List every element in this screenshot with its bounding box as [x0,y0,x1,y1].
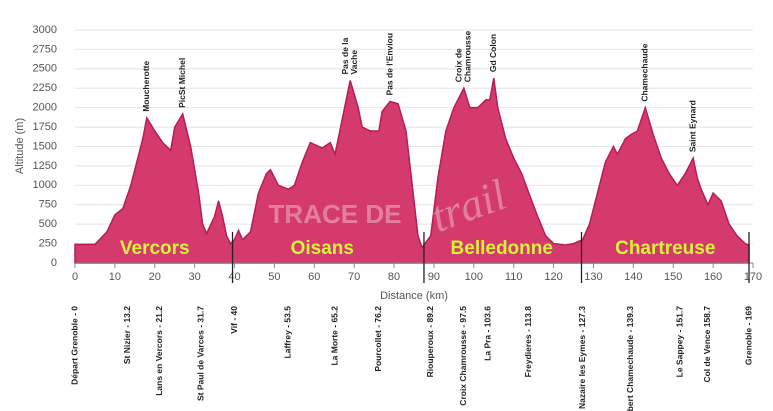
x-tick-label: 70 [348,271,360,283]
waypoint-label: Lans en Vercors - 21.2 [154,306,164,396]
y-tick-label: 2750 [33,43,57,55]
region-label: Vercors [120,238,190,259]
x-tick-label: 140 [624,271,642,283]
waypoint-label: La Morte - 65.2 [329,306,339,366]
watermark: TRACE DE [269,199,402,229]
watermark: .fr [535,190,546,204]
peak-label: Pas de l'Enviou [384,33,394,95]
x-tick-label: 0 [72,271,78,283]
x-tick-label: 10 [109,271,121,283]
peak-label: Saint Eynard [687,100,697,152]
x-tick-label: 60 [308,271,320,283]
waypoint-label: Croix Chamrousse - 97.5 [458,306,468,406]
peak-label: Gd Colon [488,34,498,72]
waypoint-label: St Nazaire les Eymes - 127.3 [577,306,587,411]
y-tick-label: 2500 [33,63,57,75]
waypoint-label: Vif - 40 [229,306,239,334]
waypoint-label: Col de Vence 158.7 [702,306,712,383]
y-tick-label: 1000 [33,179,57,191]
waypoint-label: Freydieres - 113.8 [523,306,533,378]
waypoint-label: Grenoble - 169 [743,306,753,365]
waypoint-label: St Paul de Varces - 31.7 [196,306,206,401]
y-tick-label: 0 [51,257,57,269]
waypoint-label: Hebert Chamechaude - 139.3 [625,306,635,411]
region-label: Belledonne [451,238,553,259]
y-tick-label: 750 [39,199,57,211]
x-tick-label: 120 [544,271,562,283]
x-tick-label: 160 [704,271,722,283]
peak-label: Chamrousse [463,30,473,82]
waypoint-label: Riouperoux - 89.2 [425,306,435,378]
waypoint-label: Laffrey - 53.5 [283,306,293,359]
peak-label: Pas de la [340,37,350,74]
y-tick-label: 1750 [33,121,57,133]
x-axis-label: Distance (km) [380,290,448,302]
y-tick-label: 2250 [33,82,57,94]
x-tick-label: 80 [388,271,400,283]
x-tick-label: 90 [428,271,440,283]
x-tick-label: 40 [228,271,240,283]
peak-label: Croix de [454,48,464,82]
peak-label: Vache [349,50,359,75]
waypoint-label: Départ Grenoble - 0 [69,306,79,385]
x-tick-label: 110 [505,271,523,283]
y-axis-label: Altitude (m) [14,118,26,174]
x-tick-label: 170 [744,271,762,283]
peak-label: PicSt Michel [177,58,187,108]
y-tick-label: 250 [39,237,57,249]
y-tick-label: 1500 [33,140,57,152]
waypoint-label: St Nizier - 13.2 [122,306,132,364]
region-label: Chartreuse [615,238,715,259]
waypoint-label: La Pra - 103.6 [482,306,492,361]
y-tick-label: 3000 [33,24,57,36]
peak-label: Chamechaude [640,43,650,101]
waypoint-label: Le Sappey - 151.7 [674,306,684,378]
x-tick-label: 20 [149,271,161,283]
y-tick-label: 2000 [33,102,57,114]
x-tick-label: 50 [268,271,280,283]
x-tick-label: 150 [664,271,682,283]
x-tick-label: 100 [465,271,483,283]
x-tick-label: 30 [189,271,201,283]
waypoint-label: Pourcollet - 76.2 [373,306,383,372]
elevation-area [74,78,750,264]
y-tick-label: 500 [39,218,57,230]
x-tick-label: 130 [584,271,602,283]
region-label: Oisans [291,238,354,259]
y-tick-label: 1250 [33,160,57,172]
peak-label: Moucherotte [141,60,151,111]
